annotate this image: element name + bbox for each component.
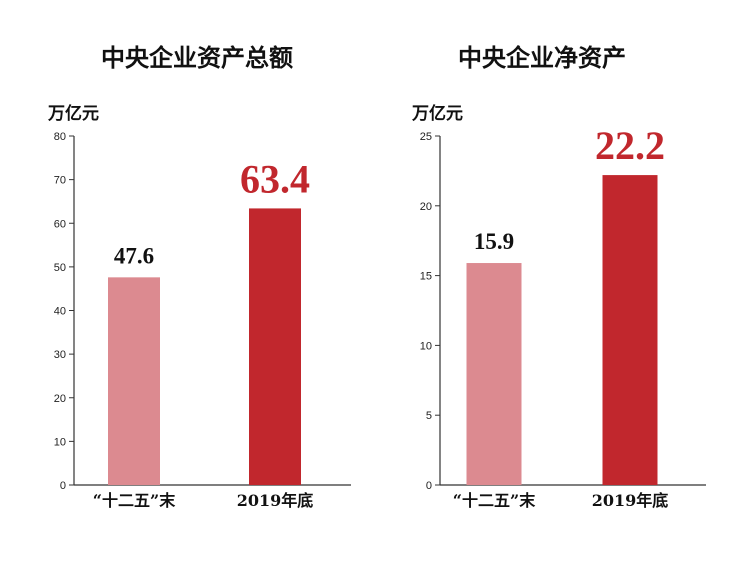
bar-2 [602, 175, 658, 485]
chart-title: 中央企业净资产 [458, 43, 626, 72]
value-label-2: 63.4 [240, 156, 310, 201]
category-labels: “十二五”末 2019年底 [453, 491, 668, 510]
category-label-1: “十二五”末 [453, 491, 536, 510]
chart-net-assets: 中央企业净资产 万亿元 0 5 10 15 20 25 15.9 22.2 “十二五”末 20… [411, 43, 706, 510]
y-axis-unit-label: 万亿元 [47, 103, 99, 124]
value-label-1: 15.9 [474, 229, 514, 254]
y-tick-label: 0 [426, 480, 432, 492]
y-tick-label: 50 [54, 262, 66, 274]
y-tick-label: 15 [420, 271, 432, 283]
y-axis-ticks: 0 10 20 30 40 50 60 70 80 [54, 131, 74, 492]
y-axis-ticks: 0 5 10 15 20 25 [420, 131, 440, 492]
bar-1 [466, 263, 522, 485]
y-tick-label: 70 [54, 175, 66, 187]
y-tick-label: 20 [54, 393, 66, 405]
chart-title: 中央企业资产总额 [101, 43, 293, 72]
bar-2 [249, 208, 301, 486]
y-tick-label: 30 [54, 349, 66, 361]
category-label-2: 2019年底 [237, 491, 314, 510]
y-tick-label: 10 [420, 340, 432, 352]
y-tick-label: 5 [426, 410, 432, 422]
y-tick-label: 80 [54, 131, 66, 143]
category-labels: “十二五”末 2019年底 [93, 491, 313, 510]
category-label-1: “十二五”末 [93, 491, 176, 510]
bars [466, 175, 658, 485]
bars [108, 208, 301, 486]
y-tick-label: 0 [60, 480, 66, 492]
y-tick-label: 25 [420, 131, 432, 143]
y-tick-label: 60 [54, 218, 66, 230]
y-tick-label: 40 [54, 306, 66, 318]
value-labels: 15.9 22.2 [474, 123, 665, 254]
value-labels: 47.6 63.4 [114, 156, 310, 268]
y-tick-label: 20 [420, 201, 432, 213]
bar-1 [108, 277, 160, 485]
category-label-2: 2019年底 [592, 491, 669, 510]
value-label-1: 47.6 [114, 243, 154, 268]
y-axis-unit-label: 万亿元 [411, 103, 463, 124]
y-tick-label: 10 [54, 436, 66, 448]
value-label-2: 22.2 [595, 123, 665, 168]
